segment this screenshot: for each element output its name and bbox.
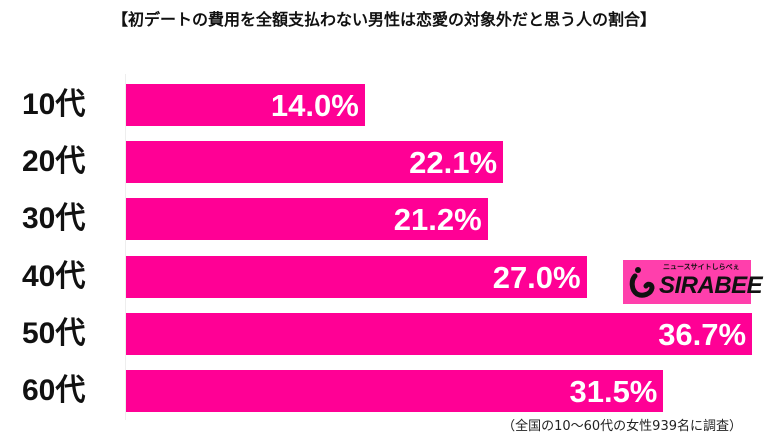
value-label: 22.1% bbox=[409, 145, 498, 180]
logo-subtitle: ニュースサイトしらべぇ bbox=[663, 263, 740, 271]
y-axis-line bbox=[125, 74, 126, 420]
bar: 14.0% bbox=[126, 84, 365, 126]
bar-row-40s: 40代 27.0% bbox=[0, 256, 768, 298]
bar: 27.0% bbox=[126, 256, 587, 298]
value-label: 27.0% bbox=[492, 260, 581, 295]
bar-row-50s: 50代 36.7% bbox=[0, 313, 768, 355]
category-label: 30代 bbox=[22, 202, 86, 235]
value-label: 31.5% bbox=[569, 374, 658, 409]
category-label: 20代 bbox=[22, 145, 86, 178]
sirabee-logo: ニュースサイトしらべぇ SIRABEE bbox=[623, 260, 763, 304]
logo-wordmark: SIRABEE bbox=[659, 272, 763, 299]
bar-row-30s: 30代 21.2% bbox=[0, 198, 768, 240]
bar: 22.1% bbox=[126, 141, 504, 183]
category-label: 60代 bbox=[22, 374, 86, 407]
sirabee-i-icon bbox=[629, 267, 655, 298]
category-label: 40代 bbox=[22, 260, 86, 293]
category-label: 10代 bbox=[22, 88, 86, 121]
value-label: 36.7% bbox=[658, 317, 747, 352]
bar-row-10s: 10代 14.0% bbox=[0, 84, 768, 126]
bar-row-60s: 60代 31.5% bbox=[0, 370, 768, 412]
survey-footnote: （全国の10〜60代の女性939名に調査） bbox=[502, 419, 742, 434]
bar: 31.5% bbox=[126, 370, 664, 412]
category-label: 50代 bbox=[22, 317, 86, 350]
bar-row-20s: 20代 22.1% bbox=[0, 141, 768, 183]
bar: 21.2% bbox=[126, 198, 488, 240]
value-label: 14.0% bbox=[270, 88, 359, 123]
value-label: 21.2% bbox=[393, 202, 482, 237]
chart-title: 【初デートの費用を全額支払わない男性は恋愛の対象外だと思う人の割合】 bbox=[111, 10, 656, 29]
bar: 36.7% bbox=[126, 313, 753, 355]
